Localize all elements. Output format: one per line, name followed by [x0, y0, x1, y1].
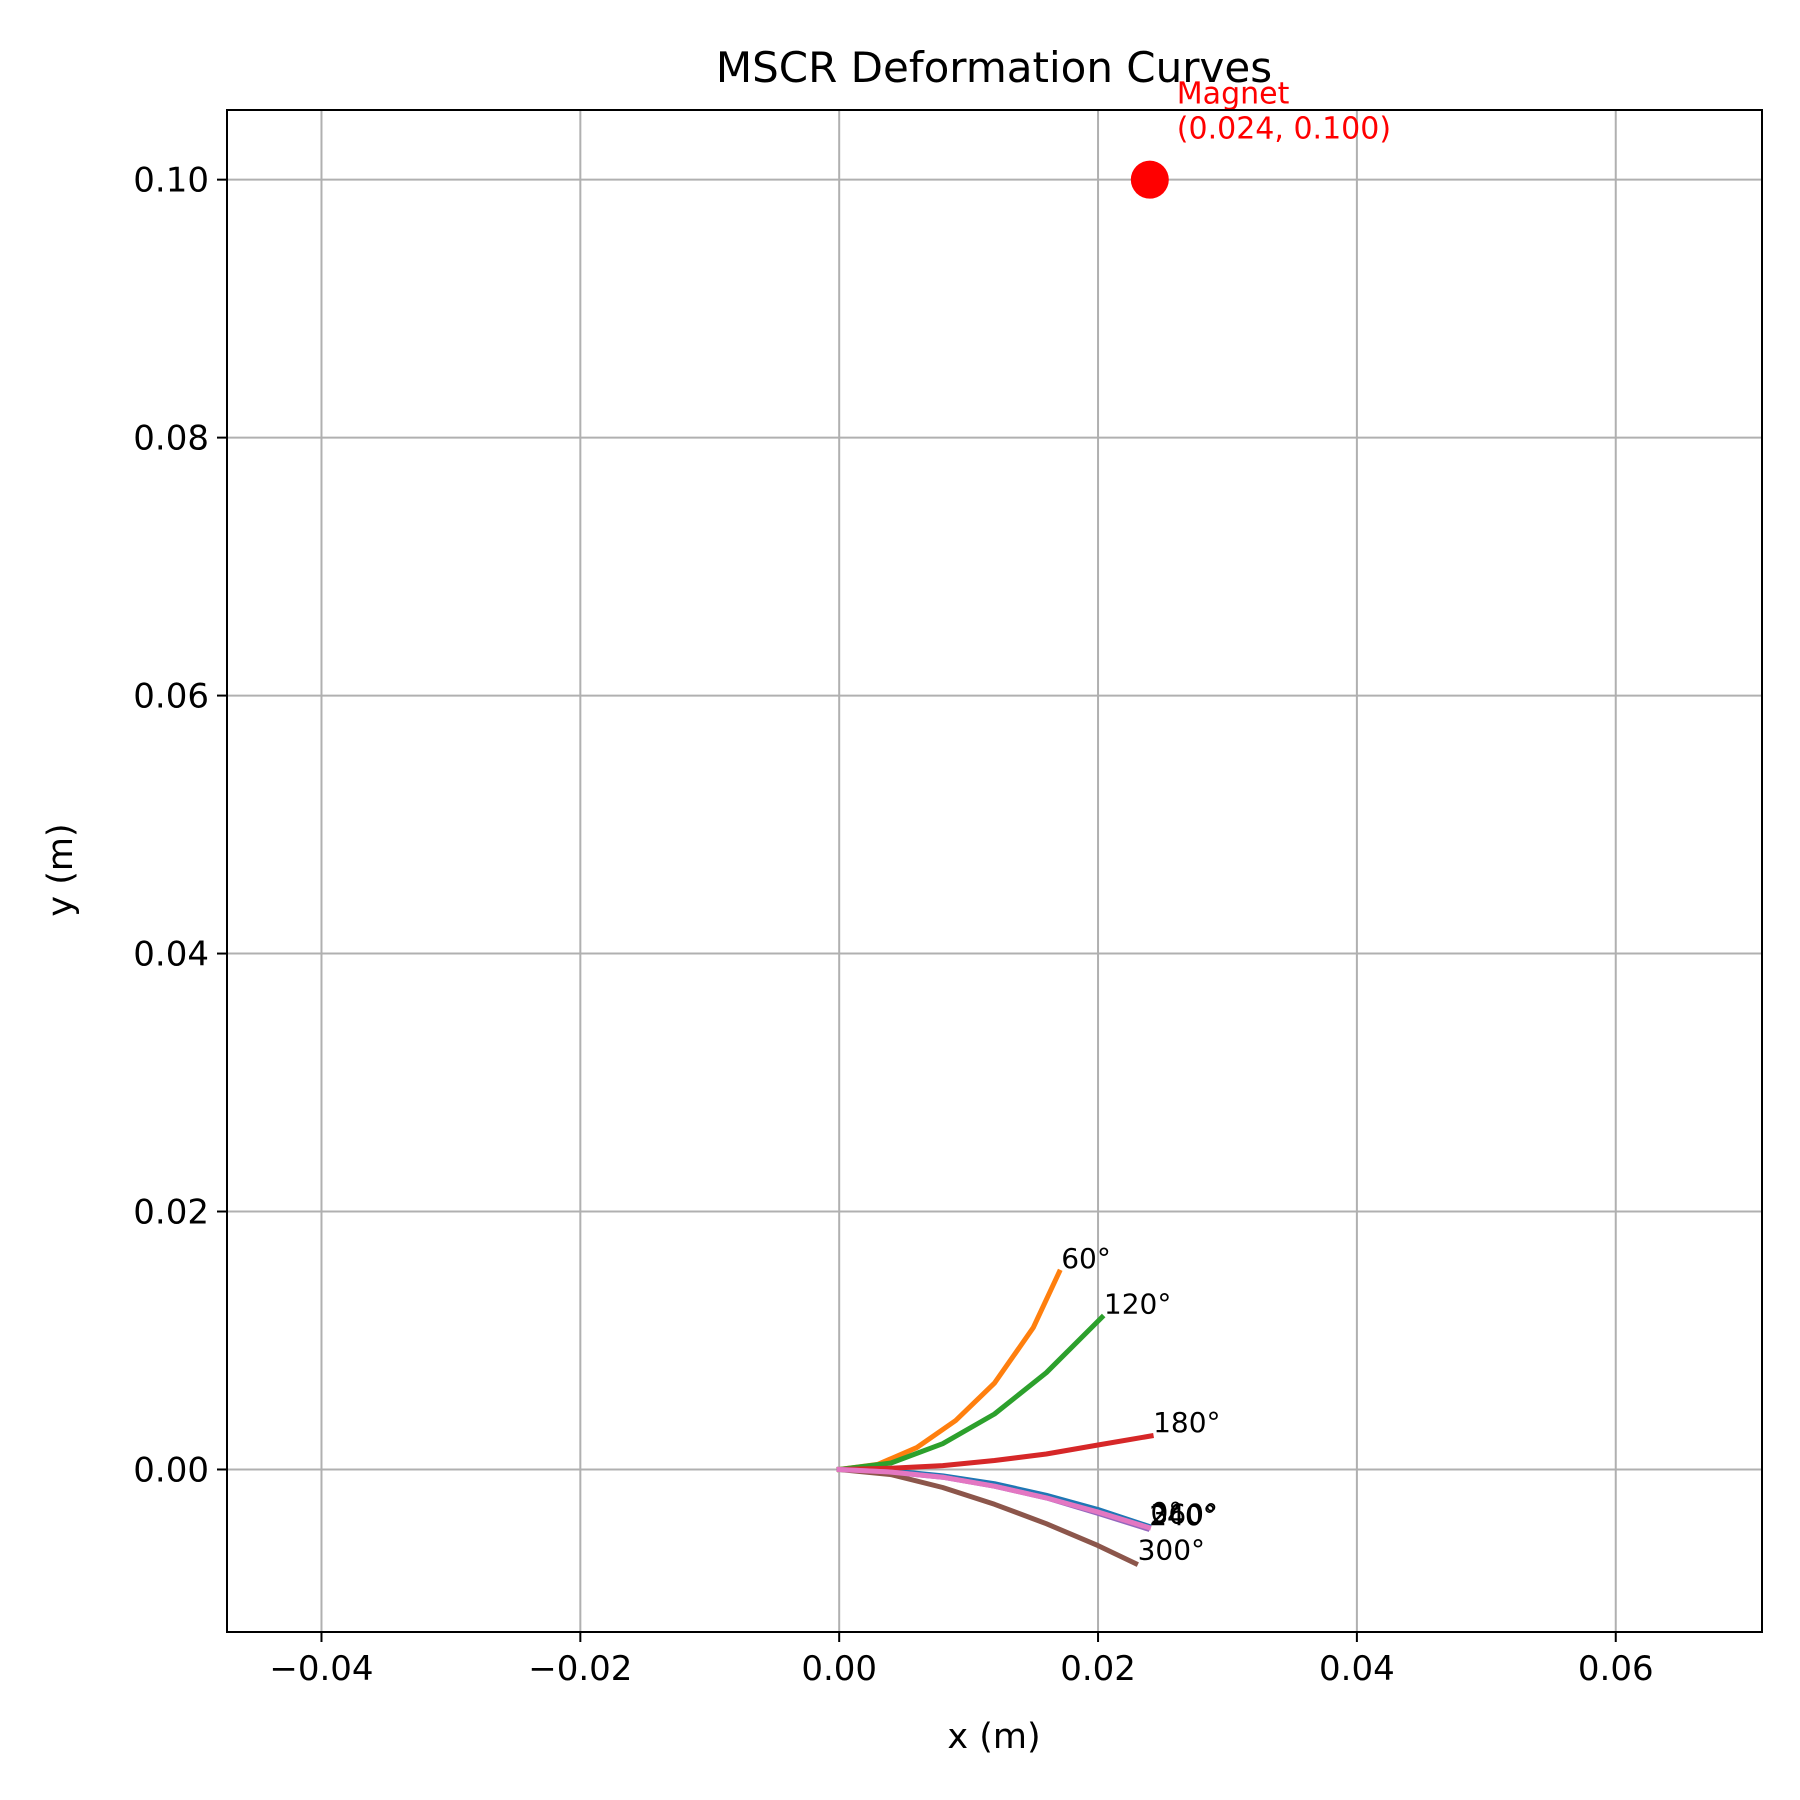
- curve-end-label: 0°: [1151, 1496, 1183, 1529]
- y-tick-label: 0.06: [133, 677, 209, 717]
- magnet-annotation: Magnet(0.024, 0.100): [1130, 77, 1391, 199]
- y-tick-label: 0.08: [133, 419, 209, 459]
- series-line-180deg: [836, 1433, 1154, 1473]
- y-tick-label: 0.00: [133, 1450, 209, 1490]
- curve-end-label: 240°: [1149, 1499, 1216, 1532]
- curve-labels: 0° 60° 120° 180° 240°300°360°: [1061, 1242, 1220, 1567]
- curve-end-label: 300°: [1138, 1534, 1205, 1567]
- curve-end-label: 60°: [1061, 1242, 1111, 1275]
- grid: [227, 110, 1762, 1632]
- x-tick-label: 0.02: [1060, 1649, 1136, 1689]
- chart-title: MSCR Deformation Curves: [716, 43, 1272, 92]
- magnet-marker: [1130, 160, 1169, 199]
- series-line-360deg: [836, 1466, 1152, 1531]
- magnet-label: Magnet: [1177, 77, 1290, 112]
- y-tick-label: 0.04: [133, 935, 209, 975]
- magnet-coordinates: (0.024, 0.100): [1177, 112, 1391, 147]
- x-axis-label: x (m): [947, 1717, 1040, 1757]
- x-tick-label: 0.04: [1319, 1649, 1395, 1689]
- y-tick-label: 0.10: [133, 161, 209, 201]
- series-line-120deg: [836, 1313, 1106, 1473]
- x-tick-label: 0.06: [1578, 1649, 1654, 1689]
- x-tick-label: −0.02: [528, 1649, 632, 1689]
- curve-end-label: 180°: [1153, 1406, 1220, 1439]
- series-group: [836, 1268, 1154, 1567]
- plot-frame: [226, 109, 1763, 1633]
- curve-end-label: 360°: [1151, 1498, 1218, 1531]
- y-tick-label: 0.02: [133, 1193, 209, 1233]
- axis-ticks: −0.04 −0.02 0.00 0.02 0.04 0.06 0.00 0.02 0.04 0.…: [133, 161, 1653, 1689]
- x-tick-label: 0.00: [801, 1649, 877, 1689]
- x-tick-label: −0.04: [269, 1649, 373, 1689]
- curve-end-label: 120°: [1104, 1287, 1171, 1320]
- y-axis-label: y (m): [41, 823, 81, 916]
